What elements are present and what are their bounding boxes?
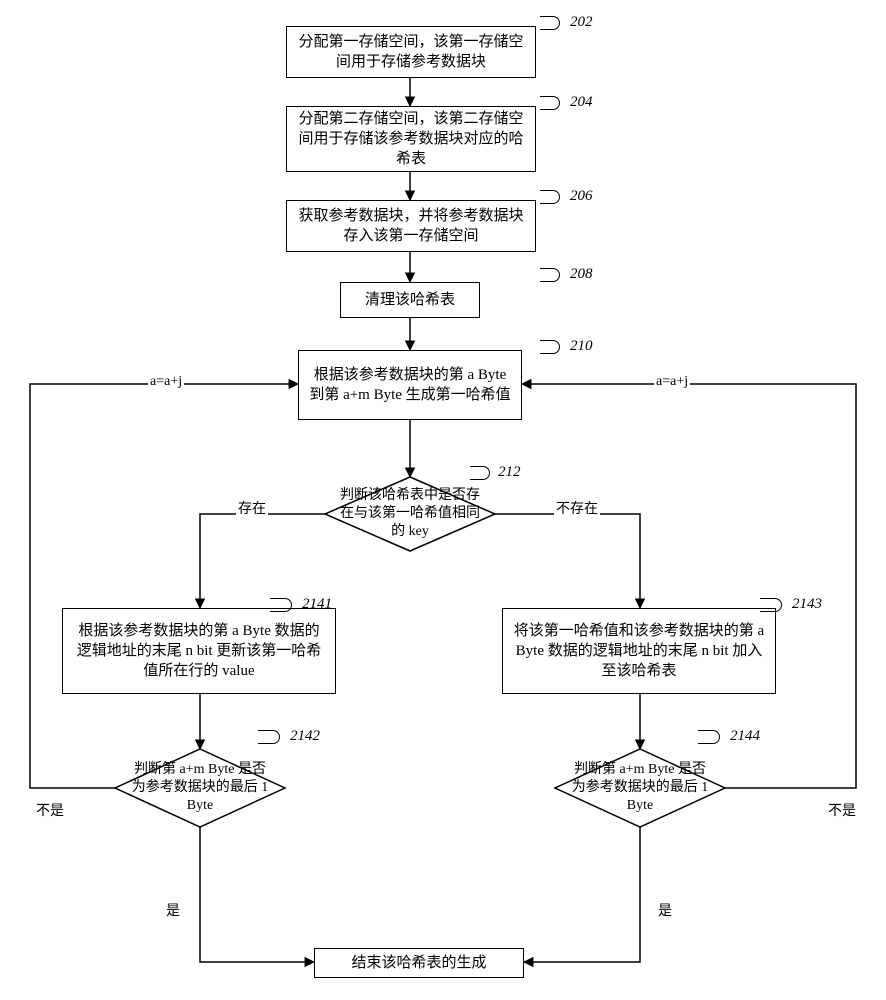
brace-204 [540, 96, 560, 110]
label-2142-no: 不是 [34, 800, 66, 820]
node-2144: 判断第 a+m Byte 是否为参考数据块的最后 1 Byte [562, 758, 718, 818]
brace-202 [540, 16, 560, 30]
label-loop-right: a=a+j [654, 374, 690, 390]
label-exists: 存在 [236, 498, 268, 518]
node-212-text: 判断该哈希表中是否存在与该第一哈希值相同的 key [338, 487, 482, 542]
brace-2143 [760, 598, 782, 612]
ref-202: 202 [570, 14, 593, 31]
brace-210 [540, 340, 560, 354]
node-2142: 判断第 a+m Byte 是否为参考数据块的最后 1 Byte [122, 758, 278, 818]
node-210: 根据该参考数据块的第 a Byte 到第 a+m Byte 生成第一哈希值 [298, 350, 522, 420]
node-204-text: 分配第二存储空间，该第二存储空间用于存储该参考数据块对应的哈希表 [297, 109, 525, 170]
brace-2142 [258, 730, 280, 744]
node-2142-text: 判断第 a+m Byte 是否为参考数据块的最后 1 Byte [130, 761, 270, 816]
node-206: 获取参考数据块，并将参考数据块存入该第一存储空间 [286, 200, 536, 252]
ref-204: 204 [570, 94, 593, 111]
brace-2144 [698, 730, 720, 744]
brace-206 [540, 190, 560, 204]
node-204: 分配第二存储空间，该第二存储空间用于存储该参考数据块对应的哈希表 [286, 106, 536, 172]
node-202: 分配第一存储空间，该第一存储空间用于存储参考数据块 [286, 26, 536, 78]
node-2143-text: 将该第一哈希值和该参考数据块的第 a Byte 数据的逻辑地址的末尾 n bit… [513, 621, 765, 682]
node-206-text: 获取参考数据块，并将参考数据块存入该第一存储空间 [297, 206, 525, 247]
label-notexists: 不存在 [554, 498, 600, 518]
node-208: 清理该哈希表 [340, 282, 480, 318]
label-2144-no: 不是 [826, 800, 858, 820]
ref-210: 210 [570, 338, 593, 355]
node-2144-text: 判断第 a+m Byte 是否为参考数据块的最后 1 Byte [570, 761, 710, 816]
node-2143: 将该第一哈希值和该参考数据块的第 a Byte 数据的逻辑地址的末尾 n bit… [502, 608, 776, 694]
node-208-text: 清理该哈希表 [365, 290, 455, 310]
node-2141-text: 根据该参考数据块的第 a Byte 数据的逻辑地址的末尾 n bit 更新该第一… [73, 621, 325, 682]
ref-2143: 2143 [792, 596, 822, 613]
ref-2144: 2144 [730, 728, 760, 745]
label-loop-left: a=a+j [148, 374, 184, 390]
node-2141: 根据该参考数据块的第 a Byte 数据的逻辑地址的末尾 n bit 更新该第一… [62, 608, 336, 694]
label-2142-yes: 是 [164, 900, 182, 920]
ref-206: 206 [570, 188, 593, 205]
brace-2141 [270, 598, 292, 612]
ref-2141: 2141 [302, 596, 332, 613]
ref-208: 208 [570, 266, 593, 283]
label-2144-yes: 是 [656, 900, 674, 920]
node-end-text: 结束该哈希表的生成 [351, 953, 486, 973]
ref-2142: 2142 [290, 728, 320, 745]
node-end: 结束该哈希表的生成 [314, 948, 524, 978]
brace-212 [470, 466, 490, 480]
brace-208 [540, 268, 560, 282]
node-210-text: 根据该参考数据块的第 a Byte 到第 a+m Byte 生成第一哈希值 [309, 365, 511, 406]
ref-212: 212 [498, 464, 521, 481]
node-202-text: 分配第一存储空间，该第一存储空间用于存储参考数据块 [297, 32, 525, 73]
node-212: 判断该哈希表中是否存在与该第一哈希值相同的 key [330, 484, 490, 544]
